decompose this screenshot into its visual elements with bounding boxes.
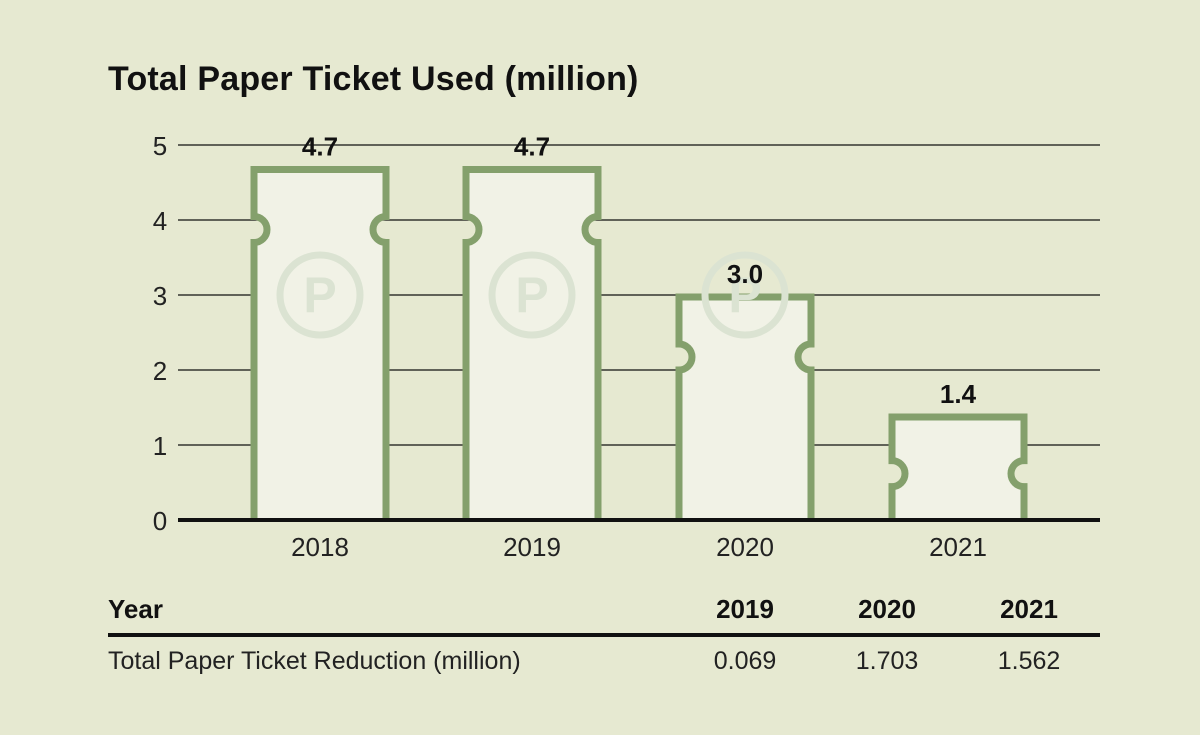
parking-p-circle: [276, 251, 364, 339]
table-row-label: Total Paper Ticket Reduction (million): [108, 647, 521, 675]
parking-p-icon: P: [701, 251, 789, 339]
ticket-bar-2020: P: [675, 251, 815, 520]
parking-p-icon: P: [276, 251, 364, 339]
parking-p-icon: P: [488, 251, 576, 339]
table-header-year: Year: [108, 588, 674, 637]
x-tick-label: 2019: [503, 532, 561, 562]
parking-p-circle: [488, 251, 576, 339]
ticket-bar-2021: [888, 413, 1028, 520]
bar: [462, 166, 602, 520]
x-tick-label: 2018: [291, 532, 349, 562]
y-tick-label: 4: [153, 206, 167, 236]
reduction-table: Year 2019 2020 2021 Total Paper Ticket R…: [108, 588, 1100, 676]
chart-title: Total Paper Ticket Used (million): [108, 60, 639, 98]
y-tick-label: 2: [153, 356, 167, 386]
data-label: 4.7: [302, 132, 338, 162]
data-label: 1.4: [940, 379, 977, 409]
bar: [675, 293, 815, 520]
parking-p-circle: [701, 251, 789, 339]
table-header-2021: 2021: [958, 588, 1100, 637]
data-labels: 4.7 4.7 3.0 1.4: [302, 132, 977, 410]
x-axis-ticks: 2018 2019 2020 2021: [291, 532, 987, 562]
y-axis-ticks: 0 1 2 3 4 5: [153, 131, 167, 536]
table-header-row: Year 2019 2020 2021: [108, 588, 1100, 637]
data-label: 4.7: [514, 132, 550, 162]
y-tick-label: 0: [153, 506, 167, 536]
parking-p-glyph: P: [728, 267, 761, 323]
data-label: 3.0: [727, 259, 763, 289]
ticket-bar-2019: P: [462, 166, 602, 520]
table-cell-2021: 1.562: [997, 647, 1061, 675]
bar-chart: 0 1 2 3 4 5 P P P 4.7 4.7 3.0 1.4 2018 2019 2020 2021: [153, 131, 1100, 562]
table-cell-2019: 0.069: [713, 647, 777, 675]
table-cell-2020: 1.703: [855, 647, 919, 675]
table-row: Total Paper Ticket Reduction (million) 0…: [108, 635, 1100, 676]
y-tick-label: 5: [153, 131, 167, 161]
bar: [888, 413, 1028, 520]
table-header-2019: 2019: [674, 588, 816, 637]
table-header-2020: 2020: [816, 588, 958, 637]
parking-p-glyph: P: [515, 267, 548, 323]
y-tick-label: 1: [153, 431, 167, 461]
ticket-bar-2018: P: [250, 166, 390, 520]
x-tick-label: 2020: [716, 532, 774, 562]
bar: [250, 166, 390, 520]
y-tick-label: 3: [153, 281, 167, 311]
x-tick-label: 2021: [929, 532, 987, 562]
parking-p-glyph: P: [303, 267, 336, 323]
